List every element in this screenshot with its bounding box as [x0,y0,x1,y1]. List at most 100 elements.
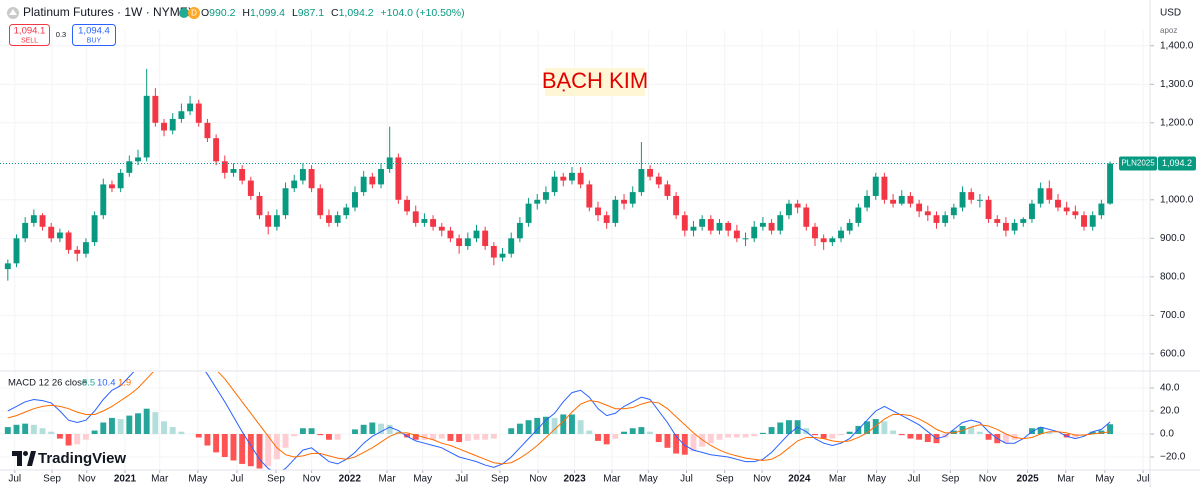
price-pane [0,68,1150,281]
histogram-bar [291,433,298,437]
candle-body [872,176,879,196]
candle-body [629,192,636,204]
status-dot [179,8,189,18]
candle-body [577,172,584,185]
candle-body [325,215,332,223]
x-tick-label: Sep [267,474,285,485]
candle-body [690,226,697,231]
candle-body [91,215,98,243]
candle-body [838,230,844,239]
x-tick-label: May [1095,474,1114,485]
candle-body [13,238,20,264]
candle-body [595,207,601,216]
symbol-tag-label: PLN2025 [1121,159,1155,168]
histogram-bar [716,433,723,440]
sell-price: 1,094.1 [14,26,46,37]
candle-body [673,195,680,216]
candle-body [586,184,593,208]
x-tick-label: 2022 [339,474,362,485]
histogram-bar [542,416,549,434]
candle-body [204,122,211,139]
x-tick-label: Jul [908,474,921,485]
histogram-bar [352,429,358,434]
candle-body [1089,215,1096,227]
histogram-bar [412,433,419,440]
currency[interactable]: USD [1160,8,1181,19]
candle-body [464,238,471,247]
histogram-bar [282,433,289,448]
macd-pane [4,372,1114,470]
y-tick-label: 1,400.0 [1160,40,1194,51]
candle-body [655,176,662,185]
candle-body [508,238,515,254]
histogram-bar [898,433,905,436]
sell-button[interactable] [9,24,50,46]
candle-body [1002,222,1009,231]
histogram-bar [30,424,37,434]
histogram-bar [386,424,393,434]
candle-body [360,176,367,193]
histogram-bar [803,428,810,434]
x-tick-label: Mar [1057,474,1075,485]
histogram-bar [777,422,784,434]
candle-body [74,249,81,254]
price-tag-label: 1,094.2 [1162,158,1192,168]
histogram-bar [673,433,680,454]
histogram-bar [681,433,688,455]
histogram-bar [916,433,923,440]
x-tick-label: May [867,474,886,485]
histogram-bar [812,433,818,436]
y-tick-label: 1,000.0 [1160,194,1194,205]
histogram-bar [664,433,671,448]
candle-body [603,215,610,223]
histogram-bar [117,419,124,434]
candle-body [169,118,176,131]
candle-body [759,222,766,227]
macd-legend-value: 1.9 [118,378,131,389]
histogram-bar [560,414,567,434]
histogram-bar [907,433,914,439]
histogram-bar [976,431,983,434]
candle-body [221,161,228,173]
histogram-bar [308,428,315,434]
histogram-bar [169,427,176,434]
histogram-bar [195,433,202,438]
candle-body [950,207,957,216]
logo-text: TradingView [38,450,126,467]
histogram-bar [577,420,584,434]
x-tick-label: 2024 [788,474,811,485]
histogram-bar [785,420,792,434]
price-tag [1158,156,1196,171]
watermark: BẠCH KIM [542,68,648,93]
histogram-bar [152,412,159,434]
buy-button[interactable] [72,24,116,46]
scale-label[interactable]: apoz [1160,26,1177,35]
candle-body [829,238,836,243]
candle-body [985,199,992,220]
histogram-bar [369,422,376,434]
candle-body [924,211,931,216]
candle-body [542,192,549,200]
symbol-title[interactable]: Platinum Futures · 1W · NYMEX [23,5,196,19]
logo-mark [27,451,36,466]
histogram-bar [430,433,437,440]
x-tick-label: Jul [1137,474,1150,485]
candle-body [1055,199,1061,208]
histogram-bar [534,417,541,434]
candle-body [82,242,89,254]
candle-body [430,219,437,227]
change: +104.0 (+10.50%) [381,7,465,19]
candle-body [525,203,532,223]
candle-body [560,176,567,181]
candle-body [395,157,402,200]
ohlc-value: 1,094.2 [339,7,374,19]
candle-body [812,226,818,239]
candle-body [404,199,411,212]
candle-body [1037,188,1044,204]
histogram-bar [482,433,489,440]
histogram-bar [968,427,975,434]
candle-body [1107,163,1114,204]
badge[interactable] [188,7,200,19]
y-tick-label: 600.0 [1160,348,1185,359]
